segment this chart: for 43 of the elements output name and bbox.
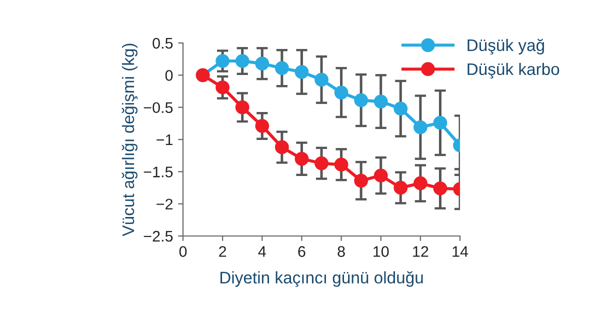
point: [216, 54, 230, 68]
y-tick-label: −2: [156, 198, 173, 210]
legend-label: Düşük yağ: [468, 38, 544, 55]
x-tick-label: 12: [413, 246, 428, 257]
point: [354, 93, 368, 108]
point: [394, 180, 408, 195]
point: [354, 174, 368, 188]
y-tick-label: 0: [165, 70, 173, 81]
x-tick-label: 8: [338, 246, 345, 257]
point: [235, 54, 250, 68]
point: [433, 116, 448, 130]
y-tick-label: −1.5: [144, 166, 173, 178]
point: [216, 80, 230, 94]
point: [374, 168, 388, 182]
point: [413, 176, 428, 190]
point: [334, 158, 348, 172]
x-tick-label: 0: [179, 246, 187, 257]
point: [274, 61, 289, 76]
point: [433, 181, 448, 196]
point: [314, 72, 328, 87]
point: [413, 120, 428, 134]
point: [235, 100, 250, 114]
y-tick-label: −0.5: [144, 102, 173, 114]
point: [334, 86, 348, 100]
x-tick-label: 14: [452, 246, 468, 257]
x-tick-label: 10: [374, 246, 389, 257]
y-axis-title: Vücut ağırlığı değişmi (kg): [122, 44, 138, 236]
point: [255, 56, 270, 71]
y-tick-label: 0.5: [152, 38, 173, 49]
point: [374, 94, 388, 108]
point: [255, 119, 270, 133]
point: [394, 102, 408, 116]
x-tick-label: 6: [298, 246, 306, 257]
x-tick-label: 4: [258, 246, 266, 257]
y-tick-label: −2.5: [144, 230, 173, 242]
point: [294, 65, 309, 79]
y-tick-label: −1: [156, 134, 173, 146]
point: [274, 140, 289, 154]
x-tick-label: 2: [219, 246, 226, 257]
legend-label: Düşük karbo: [468, 62, 560, 78]
x-axis-title: Diyetin kaçıncı günü olduğu: [220, 271, 423, 287]
point: [314, 156, 328, 170]
point: [294, 152, 309, 166]
